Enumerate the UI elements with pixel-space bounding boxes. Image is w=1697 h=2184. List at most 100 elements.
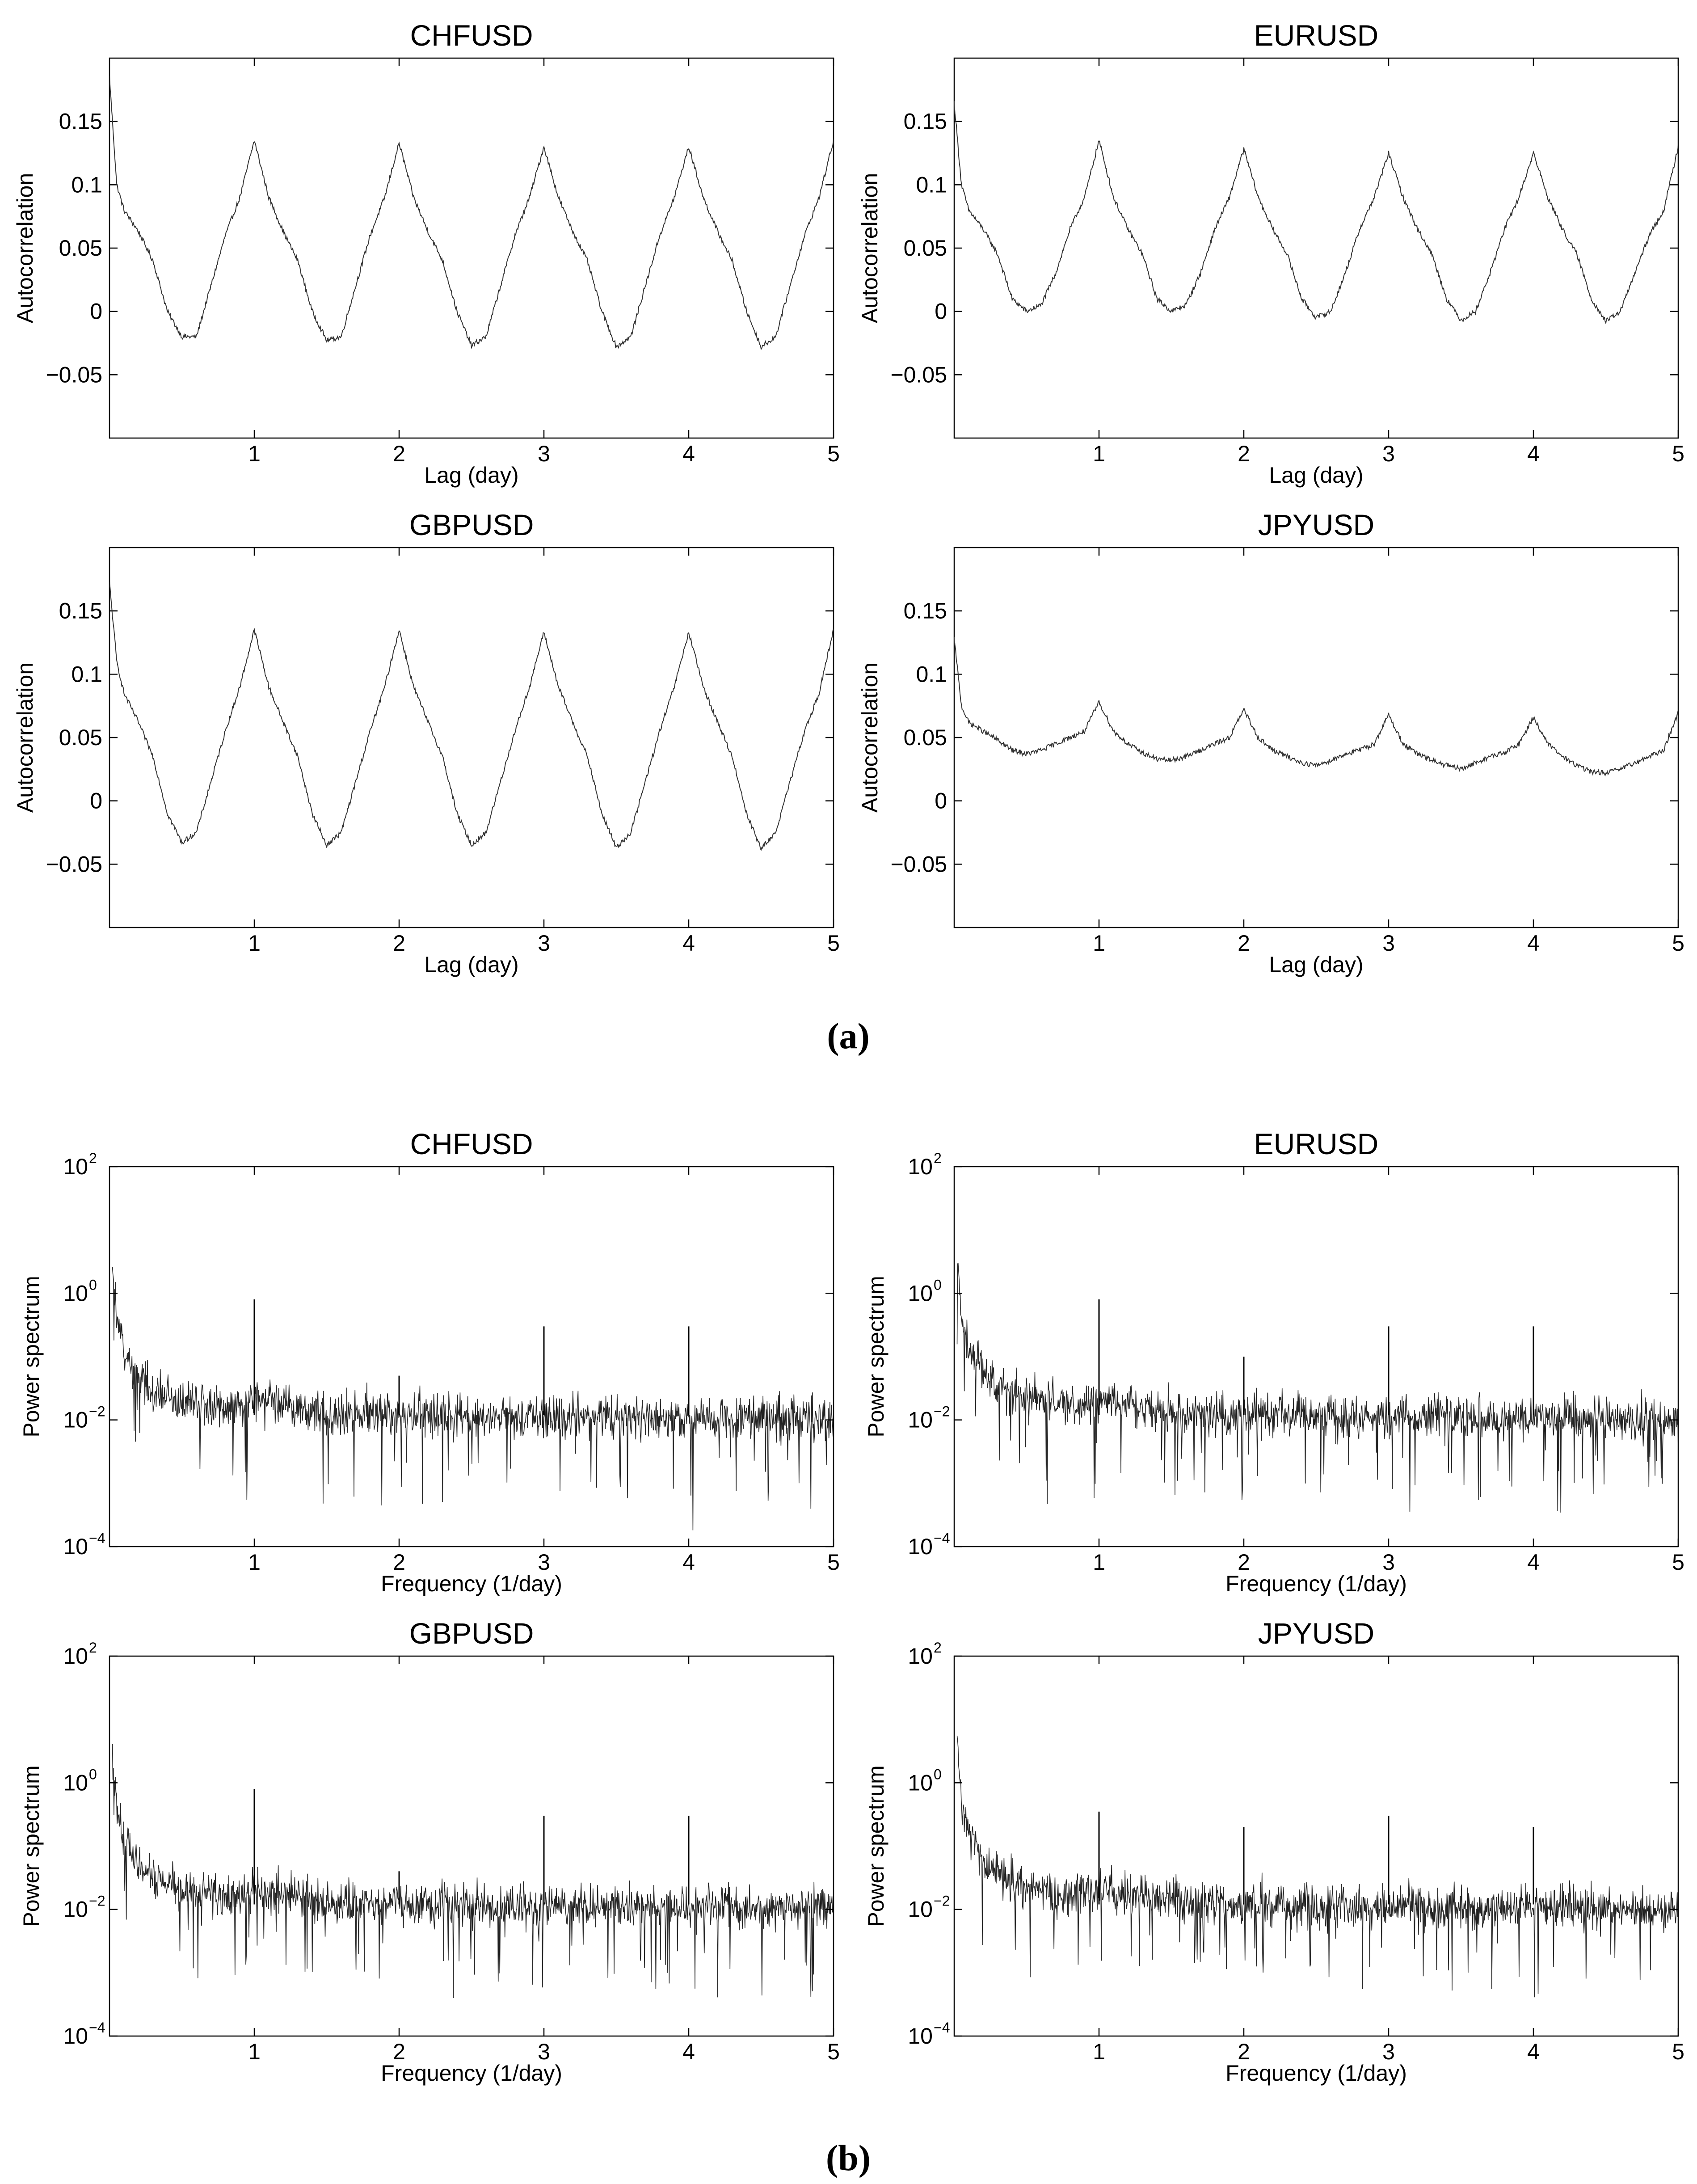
chart-title: EURUSD (1254, 19, 1379, 52)
x-tick-label: 1 (1093, 441, 1105, 466)
y-tick-label: 10 (908, 1281, 933, 1306)
panel-label-b: (b) (826, 2138, 871, 2178)
chart-a-gbpusd: GBPUSD 1 2 3 4 5 −0.05 0 0.05 0.1 0.15 Lag (day) Aut… (13, 508, 840, 977)
x-tick-label: 5 (827, 441, 840, 466)
chart-title: JPYUSD (1258, 1617, 1374, 1650)
x-tick-label: 5 (1672, 2039, 1684, 2064)
x-tick-label: 5 (1672, 931, 1684, 956)
y-tick-label: 0.1 (916, 172, 947, 197)
y-tick-label: 10 (908, 1770, 933, 1795)
series-line (112, 1267, 834, 1530)
y-tick-label: 0.1 (71, 172, 102, 197)
y-tick-label: 10 (908, 1897, 933, 1922)
x-axis-label: Frequency (1/day) (1225, 2061, 1407, 2086)
chart-title: GBPUSD (409, 508, 534, 541)
y-tick-label: −0.05 (46, 362, 102, 387)
chart-a-eurusd: EURUSD 1 2 3 4 5 −0.05 0 0.05 0.1 0.15 Lag (day) Aut… (857, 19, 1684, 488)
y-tick-exponent: −4 (934, 2020, 950, 2036)
y-axis-label: Autocorrelation (13, 173, 38, 323)
series-line (954, 101, 1678, 325)
y-tick-label: 10 (63, 1408, 88, 1433)
plot-area (109, 57, 834, 439)
y-tick-exponent: −2 (934, 1893, 950, 1909)
x-tick-label: 3 (538, 931, 550, 956)
y-tick-label: −0.05 (890, 362, 947, 387)
y-tick-label: 10 (63, 1154, 88, 1179)
y-tick-label: 10 (63, 2024, 88, 2049)
x-tick-label: 2 (1238, 1550, 1250, 1575)
y-tick-exponent: −4 (89, 1530, 105, 1546)
y-tick-exponent: 2 (934, 1640, 942, 1656)
series-line (956, 1263, 1678, 1513)
x-tick-label: 2 (1238, 931, 1250, 956)
y-axis-label: Autocorrelation (857, 662, 882, 813)
y-tick-exponent: 2 (89, 1150, 97, 1166)
y-tick-label: 0.05 (59, 236, 102, 261)
x-tick-label: 5 (827, 2039, 840, 2064)
x-tick-label: 4 (682, 441, 695, 466)
x-tick-label: 4 (1527, 1550, 1540, 1575)
x-tick-label: 4 (682, 2039, 695, 2064)
x-tick-label: 1 (248, 441, 261, 466)
y-tick-exponent: 2 (89, 1640, 97, 1656)
y-axis-label: Power spectrum (19, 1276, 44, 1437)
x-tick-label: 3 (1382, 931, 1395, 956)
y-axis-label: Power spectrum (19, 1765, 44, 1927)
y-tick-label: 0.05 (904, 725, 947, 750)
series-line (112, 1744, 834, 1998)
y-tick-label: 10 (63, 1534, 88, 1559)
x-tick-label: 4 (682, 931, 695, 956)
y-tick-exponent: −2 (89, 1404, 105, 1420)
x-tick-label: 1 (248, 931, 261, 956)
x-axis-label: Frequency (1/day) (381, 2061, 562, 2086)
y-tick-label: 10 (63, 1644, 88, 1669)
chart-title: JPYUSD (1258, 508, 1374, 541)
y-tick-label: 10 (908, 1534, 933, 1559)
x-tick-label: 2 (1238, 2039, 1250, 2064)
chart-title: CHFUSD (410, 1127, 533, 1160)
x-tick-label: 4 (1527, 441, 1540, 466)
x-tick-label: 1 (1093, 1550, 1105, 1575)
x-axis-label: Frequency (1/day) (381, 1571, 562, 1596)
series-line (109, 76, 834, 350)
x-tick-label: 5 (1672, 1550, 1684, 1575)
y-tick-label: 0.1 (71, 662, 102, 687)
y-tick-label: 0 (90, 788, 102, 814)
x-tick-label: 3 (1382, 441, 1395, 466)
y-tick-label: 10 (63, 1281, 88, 1306)
y-tick-label: −0.05 (46, 852, 102, 877)
y-tick-label: 10 (908, 1644, 933, 1669)
y-tick-exponent: 0 (934, 1277, 942, 1293)
y-tick-label: 10 (63, 1770, 88, 1795)
x-tick-label: 5 (827, 931, 840, 956)
y-axis-label: Power spectrum (863, 1765, 889, 1927)
y-axis-label: Power spectrum (863, 1276, 889, 1437)
y-tick-label: 0.15 (59, 599, 102, 624)
x-tick-label: 1 (1093, 931, 1105, 956)
y-tick-label: −0.05 (890, 852, 947, 877)
x-tick-label: 1 (248, 1550, 261, 1575)
y-tick-exponent: 2 (934, 1150, 942, 1166)
x-axis-label: Lag (day) (424, 952, 518, 977)
x-tick-label: 1 (1093, 2039, 1105, 2064)
plot-area (109, 1655, 834, 2037)
x-tick-label: 3 (538, 441, 550, 466)
x-tick-label: 3 (1382, 1550, 1395, 1575)
y-tick-label: 0.1 (916, 662, 947, 687)
plot-area (109, 1166, 834, 1547)
y-tick-exponent: −4 (934, 1530, 950, 1546)
x-tick-label: 3 (538, 2039, 550, 2064)
chart-title: EURUSD (1254, 1127, 1379, 1160)
chart-title: CHFUSD (410, 19, 533, 52)
x-tick-label: 2 (1238, 441, 1250, 466)
x-axis-label: Frequency (1/day) (1225, 1571, 1407, 1596)
x-tick-label: 2 (393, 2039, 405, 2064)
x-tick-label: 2 (393, 441, 405, 466)
x-axis-label: Lag (day) (424, 463, 518, 488)
y-tick-exponent: 0 (89, 1766, 97, 1782)
y-tick-exponent: −2 (89, 1893, 105, 1909)
x-tick-label: 1 (248, 2039, 261, 2064)
